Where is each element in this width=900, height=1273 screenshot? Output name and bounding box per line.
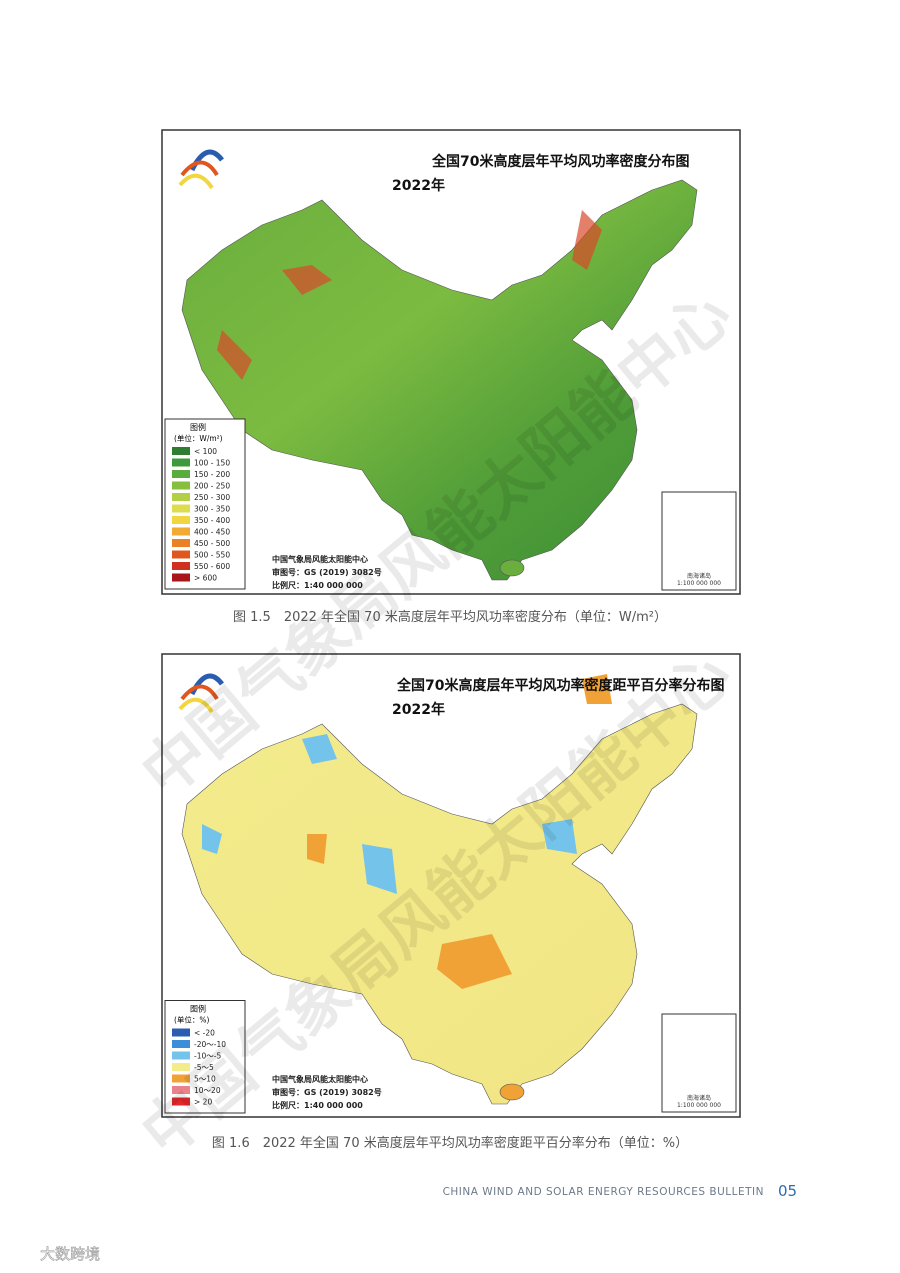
logo-arc — [178, 173, 214, 190]
legend-label: > 600 — [194, 574, 217, 583]
legend-swatch — [172, 550, 190, 559]
legend-swatch — [172, 1040, 190, 1048]
inset-frame — [661, 1013, 737, 1113]
map-island — [499, 1083, 525, 1101]
legend-swatch — [172, 447, 190, 455]
map-region — [202, 734, 577, 894]
legend-label: < -20 — [194, 1029, 215, 1038]
inset-label: 1:100 000 000 — [677, 1102, 721, 1109]
legend-label: 250 - 300 — [194, 493, 230, 502]
logo-text: 大数跨境 — [40, 1245, 100, 1263]
legend-swatch — [172, 1086, 190, 1094]
legend-label: 5～10 — [194, 1075, 216, 1084]
map-credit: 比例尺：1:40 000 000 — [272, 580, 363, 590]
map-credit: 比例尺：1:40 000 000 — [272, 1100, 363, 1110]
map-island — [499, 559, 525, 577]
logo-arc — [180, 160, 219, 177]
map-title: 全国70米高度层年平均风功率密度分布图 — [431, 153, 689, 170]
legend-swatch — [172, 562, 190, 570]
footer-text: CHINA WIND AND SOLAR ENERGY RESOURCES BU… — [443, 1186, 764, 1198]
legend-label: -5～5 — [194, 1063, 214, 1072]
legend-swatch — [172, 527, 190, 536]
legend-label: < 100 — [194, 447, 217, 456]
legend-label: 400 - 450 — [194, 528, 230, 537]
legend-swatch — [172, 539, 190, 547]
legend-title: 图例 — [190, 422, 206, 432]
legend-label: 10～20 — [194, 1086, 221, 1095]
legend-label: 450 - 500 — [194, 539, 230, 548]
inset-frame — [661, 491, 737, 591]
inset-label: 南海诸岛 — [687, 572, 711, 580]
legend-label: 200 - 250 — [194, 482, 230, 491]
map-credit: 审图号：GS (2019) 3082号 — [272, 567, 382, 577]
legend-swatch — [172, 516, 190, 524]
legend-label: 300 - 350 — [194, 505, 230, 514]
legend-swatch — [172, 493, 190, 501]
legend-swatch — [172, 504, 190, 513]
legend-label: -10～-5 — [194, 1052, 221, 1061]
legend-swatch — [172, 470, 190, 478]
map-title: 全国70米高度层年平均风功率密度距平百分率分布图 — [396, 677, 724, 694]
inset-label: 南海诸岛 — [687, 1094, 711, 1102]
map-credit: 中国气象局风能太阳能中心 — [272, 554, 368, 564]
legend-label: 150 - 200 — [194, 470, 230, 479]
page-number: 05 — [778, 1182, 797, 1200]
legend-swatch — [172, 573, 190, 582]
legend-swatch — [172, 481, 190, 490]
map-credit: 中国气象局风能太阳能中心 — [272, 1074, 368, 1084]
legend-swatch — [172, 458, 190, 467]
legend-label: 500 - 550 — [194, 551, 230, 560]
legend-swatch — [172, 1063, 190, 1071]
legend-label: > 20 — [194, 1098, 212, 1107]
logo-arc — [180, 684, 219, 701]
legend-title: 图例 — [190, 1004, 206, 1014]
inset-label: 1:100 000 000 — [677, 580, 721, 587]
legend-swatch — [172, 1028, 190, 1037]
legend-label: 550 - 600 — [194, 562, 230, 571]
legend-unit: (单位：%) — [174, 1015, 210, 1025]
legend-unit: (单位：W/m²) — [174, 433, 223, 443]
legend-swatch — [172, 1051, 190, 1060]
legend-swatch — [172, 1074, 190, 1083]
map-year: 2022年 — [392, 701, 445, 718]
legend-label: 100 - 150 — [194, 459, 230, 468]
map-credit: 审图号：GS (2019) 3082号 — [272, 1087, 382, 1097]
legend-label: -20～-10 — [194, 1040, 226, 1049]
legend-swatch — [172, 1097, 190, 1106]
legend-label: 350 - 400 — [194, 516, 230, 525]
logo-arc — [178, 697, 214, 714]
figure-caption: 图 1.6 2022 年全国 70 米高度层年平均风功率密度距平百分率分布（单位… — [212, 1135, 688, 1151]
map-year: 2022年 — [392, 177, 445, 194]
figure-caption: 图 1.5 2022 年全国 70 米高度层年平均风功率密度分布（单位：W/m²… — [233, 609, 667, 625]
